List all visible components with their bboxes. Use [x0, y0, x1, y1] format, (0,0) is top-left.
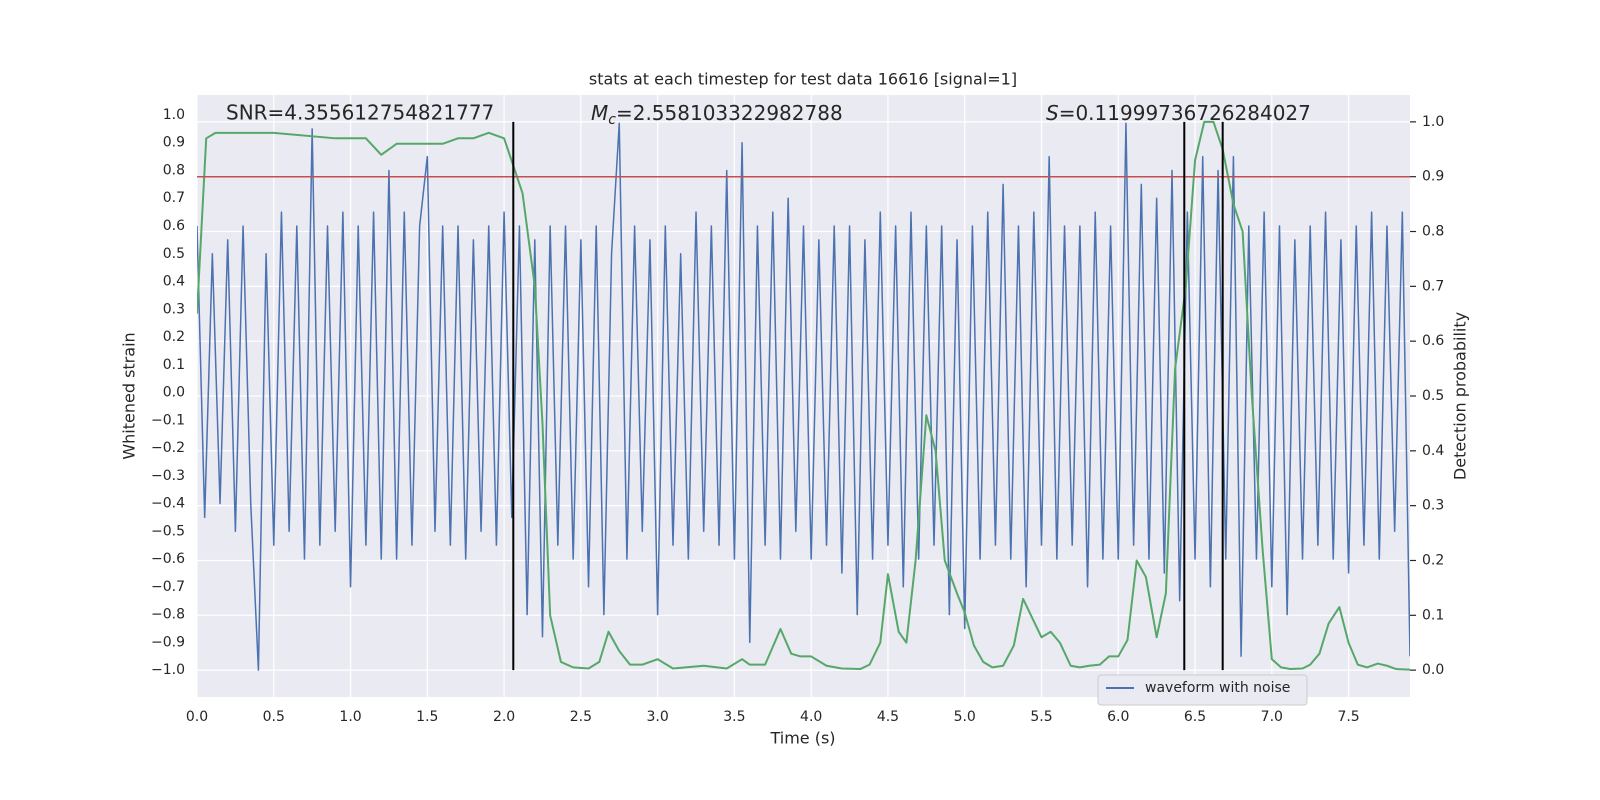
- annotation-subscript: c: [608, 112, 616, 128]
- y-tick-label: 0.8: [163, 162, 185, 178]
- y-tick-label: 0.0: [163, 385, 185, 401]
- y-tick-label: 0.7: [163, 190, 185, 206]
- annotation-text: =0.11999736726284027: [1059, 101, 1311, 125]
- y-tick-label: 0.3: [163, 301, 185, 317]
- y2-tick-label: 1.0: [1422, 114, 1444, 130]
- x-tick-label: 0.0: [186, 709, 208, 725]
- annotation-symbol: M: [591, 101, 608, 125]
- annotation-symbol: S: [1046, 101, 1059, 125]
- y2-axis-label: Detection probability: [1451, 312, 1470, 480]
- x-tick-label: 4.0: [800, 709, 822, 725]
- y-tick-label: −0.1: [151, 412, 185, 428]
- x-tick-label: 5.5: [1030, 709, 1052, 725]
- annotation: Mc=2.558103322982788: [591, 101, 843, 129]
- legend-box: [1097, 674, 1308, 706]
- y-tick-label: −0.4: [151, 496, 185, 512]
- annotation: SNR=4.355612754821777: [226, 101, 494, 125]
- x-tick-label: 6.0: [1107, 709, 1129, 725]
- y2-tick-label: 0.6: [1422, 333, 1444, 349]
- legend-label: waveform with noise: [1145, 680, 1290, 696]
- x-tick-label: 3.5: [723, 709, 745, 725]
- y2-tick-label: 0.8: [1422, 224, 1444, 240]
- y2-tick-label: 0.1: [1422, 607, 1444, 623]
- y2-tick-label: 0.9: [1422, 169, 1444, 185]
- probability-line: [197, 120, 1410, 671]
- annotation: S=0.11999736726284027: [1046, 101, 1311, 125]
- y-axis-label: Whitened strain: [120, 332, 139, 459]
- y-tick-label: −0.5: [151, 523, 185, 539]
- marks: [197, 120, 1410, 671]
- x-tick-label: 1.0: [339, 709, 361, 725]
- y-tick-label: 0.2: [163, 329, 185, 345]
- x-tick-label: 7.0: [1261, 709, 1283, 725]
- y-tick-label: 1.0: [163, 107, 185, 123]
- y-tick-label: −0.8: [151, 607, 185, 623]
- y-tick-label: 0.4: [163, 274, 185, 290]
- y-tick-label: 0.9: [163, 135, 185, 151]
- x-tick-label: 4.5: [877, 709, 899, 725]
- legend: waveform with noise: [1097, 674, 1308, 706]
- y-tick-label: −0.9: [151, 634, 185, 650]
- y-tick-label: 0.5: [163, 246, 185, 262]
- x-tick-label: 6.5: [1184, 709, 1206, 725]
- y-tick-label: −0.6: [151, 551, 185, 567]
- y-tick-label: −0.2: [151, 440, 185, 456]
- x-tick-label: 7.5: [1337, 709, 1359, 725]
- y-tick-label: 0.1: [163, 357, 185, 373]
- chart-title: stats at each timestep for test data 166…: [589, 70, 1017, 89]
- y-tick-label: −0.3: [151, 468, 185, 484]
- x-tick-label: 2.0: [493, 709, 515, 725]
- y2-tick-label: 0.0: [1422, 662, 1444, 678]
- waveform-line: [197, 122, 1410, 671]
- y2-tick-label: 0.7: [1422, 278, 1444, 294]
- x-tick-label: 5.0: [954, 709, 976, 725]
- x-axis-label: Time (s): [769, 729, 835, 748]
- y-tick-label: −0.7: [151, 579, 185, 595]
- x-tick-label: 1.5: [416, 709, 438, 725]
- x-tick-label: 3.0: [647, 709, 669, 725]
- y-tick-label: 0.6: [163, 218, 185, 234]
- y2-tick-label: 0.2: [1422, 552, 1444, 568]
- y2-tick-label: 0.5: [1422, 388, 1444, 404]
- x-tick-label: 0.5: [263, 709, 285, 725]
- y2-tick-label: 0.4: [1422, 443, 1444, 459]
- labels: 0.0 0.5 1.0 1.5 2.0 2.5 3.0 3.5 4.0 4.5 5.0 5.5 6.0 6…: [151, 107, 1444, 725]
- x-tick-label: 2.5: [570, 709, 592, 725]
- annotation-text: =2.558103322982788: [616, 101, 843, 125]
- y2-tick-label: 0.3: [1422, 498, 1444, 514]
- y-tick-label: −1.0: [151, 662, 185, 678]
